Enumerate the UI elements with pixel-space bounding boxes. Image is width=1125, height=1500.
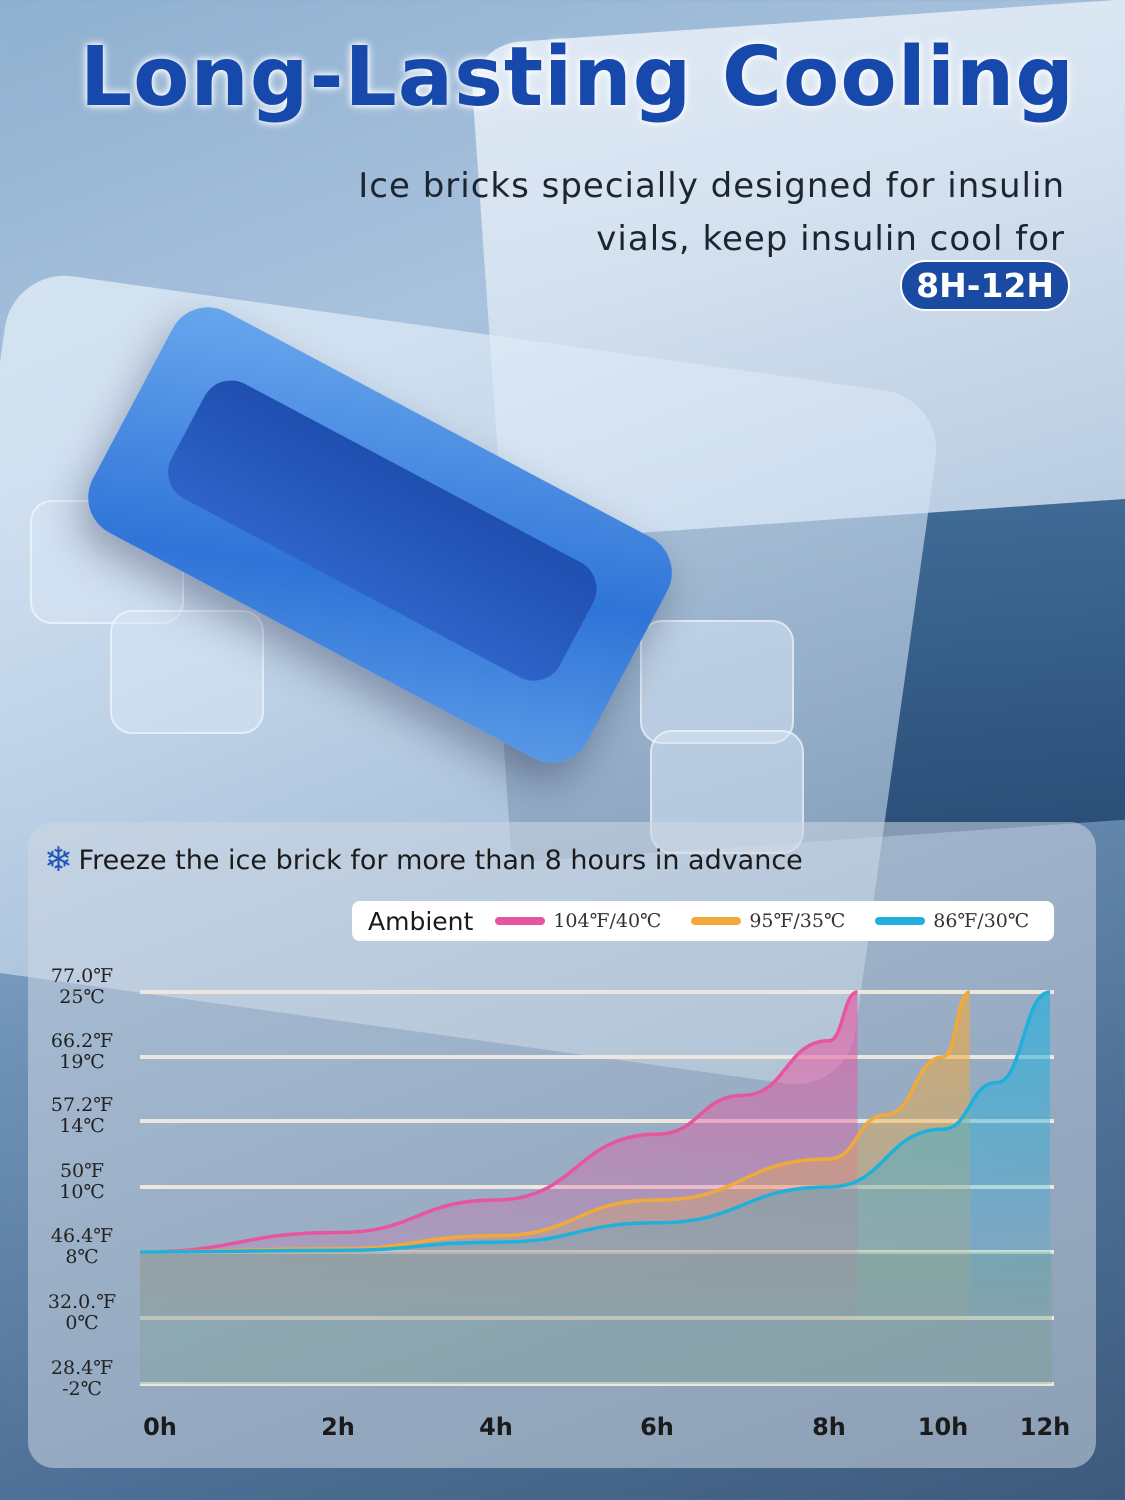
chart-legend: Ambient 104℉/40℃ 95℉/35℃ 86℉/30℃ bbox=[352, 901, 1054, 941]
y-tick-label-c: 0℃ bbox=[65, 1312, 98, 1334]
y-tick-label-f: 46.4℉ bbox=[51, 1225, 113, 1247]
y-tick-label-c: 14℃ bbox=[59, 1115, 104, 1137]
y-tick-label-f: 50℉ bbox=[60, 1160, 104, 1182]
freeze-note: ❄ Freeze the ice brick for more than 8 h… bbox=[44, 843, 803, 877]
legend-item: 95℉/35℃ bbox=[691, 910, 845, 932]
series-area bbox=[140, 992, 1050, 1320]
series-line bbox=[139, 990, 1051, 1254]
legend-label: 104℉/40℃ bbox=[553, 910, 662, 932]
y-tick-label-c: 19℃ bbox=[59, 1051, 104, 1073]
x-tick-label: 12h bbox=[1020, 1413, 1070, 1441]
y-tick-label-c: 8℃ bbox=[65, 1246, 98, 1268]
subtitle: Ice bricks specially designed for insuli… bbox=[358, 160, 1065, 266]
legend-swatch bbox=[875, 917, 926, 925]
subtitle-line: Ice bricks specially designed for insuli… bbox=[358, 166, 1065, 206]
legend-label: 86℉/30℃ bbox=[933, 910, 1030, 932]
legend-item: 86℉/30℃ bbox=[875, 910, 1029, 932]
x-tick-label: 0h bbox=[143, 1413, 177, 1441]
y-tick-label-f: 66.2℉ bbox=[51, 1030, 113, 1052]
legend-label: 95℉/35℃ bbox=[749, 910, 846, 932]
x-tick-label: 4h bbox=[479, 1413, 513, 1441]
freeze-note-text: Freeze the ice brick for more than 8 hou… bbox=[78, 844, 803, 876]
ice-cube bbox=[110, 610, 264, 734]
legend-item: 104℉/40℃ bbox=[495, 910, 661, 932]
x-tick-label: 6h bbox=[640, 1413, 674, 1441]
x-tick-label: 2h bbox=[321, 1413, 355, 1441]
duration-badge: 8H-12H bbox=[900, 260, 1070, 311]
legend-swatch bbox=[691, 917, 742, 925]
y-tick-label-f: 28.4℉ bbox=[51, 1357, 113, 1379]
snowflake-icon: ❄ bbox=[44, 840, 73, 880]
series-line bbox=[139, 990, 859, 1254]
subtitle-line: vials, keep insulin cool for bbox=[596, 219, 1065, 259]
y-tick-label-c: -2℃ bbox=[62, 1378, 102, 1400]
page-title: Long-Lasting Cooling bbox=[79, 30, 1075, 125]
x-tick-label: 8h bbox=[812, 1413, 846, 1441]
legend-swatch bbox=[495, 917, 546, 925]
x-tick-label: 10h bbox=[918, 1413, 968, 1441]
y-tick-label-f: 32.0.℉ bbox=[48, 1291, 116, 1313]
y-tick-label-c: 10℃ bbox=[59, 1181, 104, 1203]
y-tick-label-f: 57.2℉ bbox=[51, 1094, 113, 1116]
y-tick-label-f: 77.0℉ bbox=[51, 965, 113, 987]
legend-title: Ambient bbox=[368, 906, 474, 936]
y-tick-label-c: 25℃ bbox=[59, 986, 104, 1008]
